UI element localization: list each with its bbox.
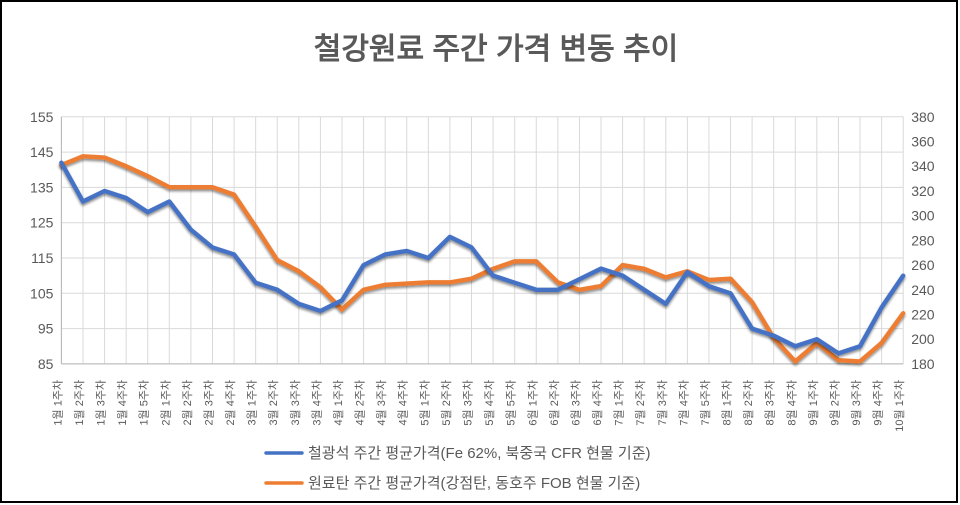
svg-text:360: 360 — [911, 134, 935, 150]
svg-text:6월 2주차: 6월 2주차 — [548, 380, 561, 426]
svg-text:1월 4주차: 1월 4주차 — [116, 380, 129, 426]
svg-text:8월 3주차: 8월 3주차 — [764, 380, 777, 426]
svg-text:145: 145 — [30, 144, 54, 160]
svg-text:135: 135 — [30, 179, 54, 195]
svg-text:1월 2주차: 1월 2주차 — [73, 380, 86, 426]
svg-text:85: 85 — [38, 356, 54, 372]
svg-text:7월 5주차: 7월 5주차 — [699, 380, 712, 426]
svg-text:2월 3주차: 2월 3주차 — [202, 380, 215, 426]
svg-text:5월 1주차: 5월 1주차 — [418, 380, 431, 426]
svg-text:7월 3주차: 7월 3주차 — [656, 380, 669, 426]
svg-text:원료탄 주간 평균가격(강점탄, 동호주 FOB 현물 기준: 원료탄 주간 평균가격(강점탄, 동호주 FOB 현물 기준) — [308, 475, 640, 492]
svg-text:2월 2주차: 2월 2주차 — [181, 380, 194, 426]
svg-text:6월 3주차: 6월 3주차 — [569, 380, 582, 426]
svg-text:4월 2주차: 4월 2주차 — [354, 380, 367, 426]
svg-text:95: 95 — [38, 321, 54, 337]
svg-text:9월 1주차: 9월 1주차 — [807, 380, 820, 426]
svg-text:180: 180 — [911, 356, 935, 372]
svg-text:철광석 주간 평균가격(Fe 62%, 북중국 CFR 현물: 철광석 주간 평균가격(Fe 62%, 북중국 CFR 현물 기준) — [308, 445, 651, 462]
svg-text:260: 260 — [911, 257, 935, 273]
svg-text:3월 4주차: 3월 4주차 — [310, 380, 323, 426]
svg-text:5월 3주차: 5월 3주차 — [462, 380, 475, 426]
svg-text:2월 1주차: 2월 1주차 — [159, 380, 172, 426]
svg-text:10월 1주차: 10월 1주차 — [893, 380, 906, 432]
svg-text:340: 340 — [911, 158, 935, 174]
svg-text:300: 300 — [911, 208, 935, 224]
svg-text:320: 320 — [911, 183, 935, 199]
svg-text:1월 3주차: 1월 3주차 — [95, 380, 108, 426]
svg-text:9월 2주차: 9월 2주차 — [828, 380, 841, 426]
svg-text:115: 115 — [31, 250, 54, 266]
svg-text:1월 1주차: 1월 1주차 — [51, 380, 64, 426]
svg-text:1월 5주차: 1월 5주차 — [138, 380, 151, 426]
svg-text:5월 2주차: 5월 2주차 — [440, 380, 453, 426]
svg-text:125: 125 — [30, 215, 54, 231]
svg-text:155: 155 — [30, 109, 54, 125]
svg-text:8월 4주차: 8월 4주차 — [785, 380, 798, 426]
svg-text:3월 1주차: 3월 1주차 — [246, 380, 259, 426]
svg-text:240: 240 — [911, 282, 935, 298]
svg-text:8월 2주차: 8월 2주차 — [742, 380, 755, 426]
svg-text:4월 4주차: 4월 4주차 — [397, 380, 410, 426]
svg-text:280: 280 — [911, 232, 935, 248]
svg-text:105: 105 — [30, 285, 54, 301]
svg-text:200: 200 — [911, 331, 935, 347]
svg-text:7월 2주차: 7월 2주차 — [634, 380, 647, 426]
svg-text:4월 3주차: 4월 3주차 — [375, 380, 388, 426]
svg-text:220: 220 — [911, 306, 935, 322]
svg-text:8월 1주차: 8월 1주차 — [721, 380, 734, 426]
svg-text:3월 2주차: 3월 2주차 — [267, 380, 280, 426]
svg-text:3월 3주차: 3월 3주차 — [289, 380, 302, 426]
svg-text:6월 1주차: 6월 1주차 — [526, 380, 539, 426]
svg-text:7월 1주차: 7월 1주차 — [613, 380, 626, 426]
svg-text:5월 5주차: 5월 5주차 — [505, 380, 518, 426]
svg-text:5월 4주차: 5월 4주차 — [483, 380, 496, 426]
svg-text:9월 3주차: 9월 3주차 — [850, 380, 863, 426]
svg-text:9월 4주차: 9월 4주차 — [872, 380, 885, 426]
svg-text:2월 4주차: 2월 4주차 — [224, 380, 237, 426]
svg-text:6월 4주차: 6월 4주차 — [591, 380, 604, 426]
svg-text:380: 380 — [911, 109, 935, 125]
svg-text:4월 1주차: 4월 1주차 — [332, 380, 345, 426]
svg-text:7월 4주차: 7월 4주차 — [677, 380, 690, 426]
